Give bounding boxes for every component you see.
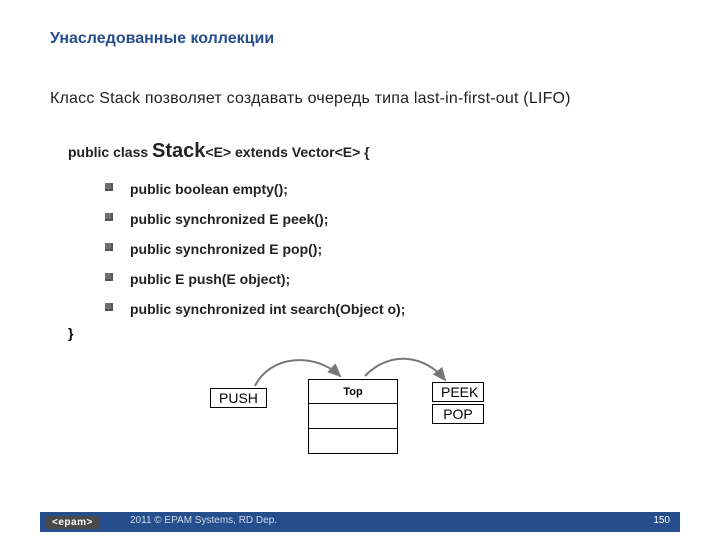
slide-description: Класс Stack позволяет создавать очередь …: [50, 88, 670, 110]
slide-title: Унаследованные коллекции: [50, 30, 670, 48]
decl-classname: Stack: [152, 140, 205, 162]
close-brace: }: [50, 325, 670, 341]
list-item: public boolean empty();: [105, 181, 670, 197]
list-item: public synchronized E peek();: [105, 211, 670, 227]
stack-diagram: PUSH PEEK POP Top: [200, 350, 520, 470]
logo-chip: <epam>: [46, 516, 99, 529]
decl-pre: public class: [68, 144, 152, 160]
peek-label: PEEK: [432, 382, 484, 402]
pop-label: POP: [432, 404, 484, 424]
decl-post: <E> extends Vector<E> {: [205, 144, 369, 160]
footer: <epam> 2011 © EPAM Systems, RD Dep. 150: [0, 504, 720, 540]
stack-top-cell: Top: [308, 379, 398, 405]
list-item: public synchronized E pop();: [105, 241, 670, 257]
footer-page-number: 150: [653, 515, 670, 526]
list-item: public synchronized int search(Object o)…: [105, 301, 670, 317]
footer-copyright: 2011 © EPAM Systems, RD Dep.: [130, 515, 277, 526]
stack-cell: [308, 403, 398, 429]
push-label: PUSH: [210, 388, 267, 408]
list-item: public E push(E object);: [105, 271, 670, 287]
class-declaration: public class Stack<E> extends Vector<E> …: [50, 140, 670, 163]
stack-boxes: Top: [308, 380, 398, 454]
footer-logo: <epam>: [46, 513, 99, 531]
stack-cell: [308, 428, 398, 454]
method-list: public boolean empty(); public synchroni…: [50, 181, 670, 317]
